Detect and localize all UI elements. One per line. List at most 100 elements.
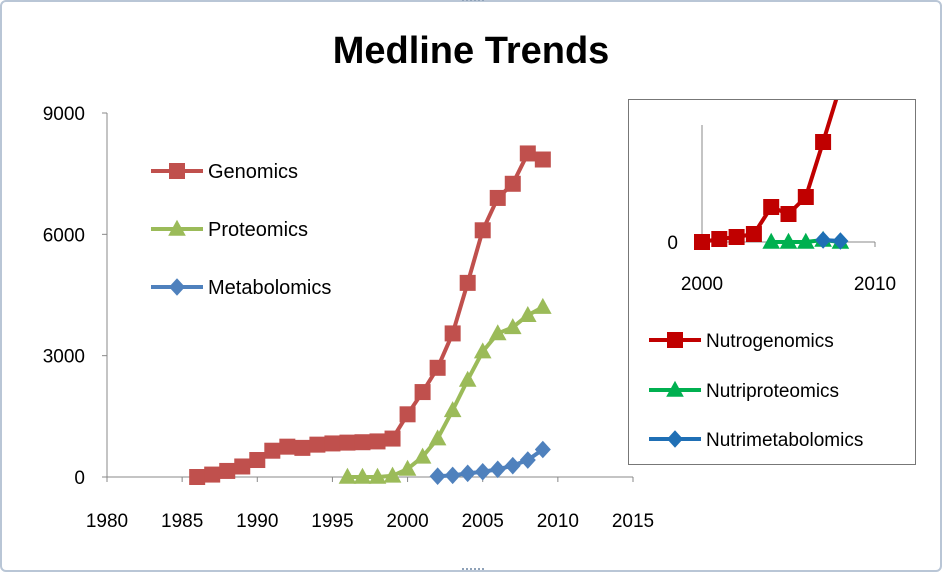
data-point-genomics [339,434,356,451]
inset-data-point-nutrogenomics [797,189,814,205]
inset-series-nutrimetabolomics [815,231,849,250]
data-point-genomics [204,466,221,483]
data-point-proteomics [488,324,507,341]
data-point-metabolomics [459,464,476,483]
data-point-proteomics [413,447,432,464]
data-point-proteomics [473,342,492,359]
inset-y-tick-label: 0 [667,233,678,254]
data-point-proteomics [353,467,372,484]
inset-legend-label: Nutriproteomics [706,381,839,402]
inset-series-nutrogenomics [694,100,839,250]
data-point-proteomics [443,401,462,418]
inset-data-point-nutrogenomics [745,226,762,242]
x-tick-label: 1995 [311,511,353,532]
x-tick-label: 2010 [537,511,579,532]
y-tick-label: 9000 [43,104,85,125]
data-point-genomics [324,435,341,452]
legend-item-metabolomics: Metabolomics [151,277,331,299]
data-point-metabolomics [504,456,521,475]
inset-data-point-nutriproteomics [797,232,815,249]
legend-swatch-marker [168,219,186,236]
inset-chart-box: 0 2000 2010 Nutrogenomics Nutriproteomics Nu… [628,99,916,465]
data-point-genomics [219,462,236,479]
inset-legend: Nutrogenomics Nutriproteomics Nutrimetabol… [649,331,863,451]
inset-data-point-nutrogenomics [780,206,797,222]
data-point-metabolomics [429,467,446,485]
inset-data-point-nutrogenomics [763,199,780,215]
inset-data-point-nutrogenomics [694,234,710,250]
data-point-genomics [234,458,251,475]
legend-label: Metabolomics [208,277,331,299]
inset-series-line-nutrogenomics [701,100,839,244]
main-axes: 0 3000 6000 9000 1980 1985 1990 1995 2000 2005 201… [43,104,654,532]
inset-x-tick-label: 2010 [854,274,896,295]
data-point-genomics [309,436,326,453]
data-point-metabolomics [519,451,536,469]
y-tick-label: 0 [74,468,85,489]
inset-x-tick-label: 2000 [681,274,723,295]
inset-data-point-nutriproteomics [779,232,798,249]
inset-data-point-nutriproteomics [762,232,780,249]
data-point-proteomics [458,370,477,387]
inset-data-point-nutrimetabolomics [815,231,832,249]
series-proteomics [338,297,552,484]
data-point-genomics [414,384,431,401]
inset-legend-item-nutrogenomics: Nutrogenomics [649,331,834,352]
x-tick-label: 1980 [86,511,128,532]
data-point-metabolomics [474,462,491,481]
inset-legend-label: Nutrimetabolomics [706,430,863,451]
x-tick-label: 1990 [236,511,278,532]
data-point-genomics [504,175,521,192]
data-point-genomics [264,442,281,459]
data-point-genomics [429,359,446,376]
inset-data-point-nutrogenomics [815,134,832,150]
data-point-genomics [474,222,491,239]
data-point-genomics [384,430,401,447]
legend-label: Proteomics [208,219,308,241]
x-tick-label: 2000 [386,511,428,532]
data-point-genomics [249,452,266,469]
legend-item-proteomics: Proteomics [151,219,308,241]
legend-item-genomics: Genomics [151,161,298,183]
data-point-proteomics [383,466,402,483]
data-point-genomics [399,406,416,423]
data-point-proteomics [368,467,387,484]
inset-legend-item-nutriproteomics: Nutriproteomics [649,380,839,402]
data-point-genomics [489,189,506,206]
data-point-genomics [459,274,476,291]
data-point-genomics [279,438,296,455]
inset-legend-label: Nutrogenomics [706,331,834,352]
data-point-proteomics [503,318,522,335]
resize-handle-bottom[interactable] [462,568,484,574]
y-tick-label: 6000 [43,225,85,246]
y-tick-label: 3000 [43,347,85,368]
data-point-proteomics [534,297,552,314]
data-point-metabolomics [444,466,461,485]
data-point-proteomics [519,306,537,323]
data-point-metabolomics [489,460,506,479]
chart-title: Medline Trends [332,30,610,72]
main-legend: Genomics Proteomics Metabolomics [151,161,331,299]
inset-legend-swatch-marker [667,332,683,348]
data-point-proteomics [428,429,447,446]
inset-legend-item-nutrimetabolomics: Nutrimetabolomics [649,430,863,451]
resize-handle-top[interactable] [462,0,484,5]
inset-legend-swatch-marker [667,430,683,448]
data-point-genomics [354,434,371,451]
data-point-proteomics [338,467,357,484]
data-point-proteomics [398,459,417,476]
inset-data-point-nutrimetabolomics [832,232,849,250]
legend-label: Genomics [208,161,298,183]
x-tick-label: 1985 [161,511,203,532]
data-point-genomics [534,151,551,168]
legend-swatch-marker [169,163,185,179]
data-point-metabolomics [534,440,551,459]
inset-series-layer [694,100,850,250]
series-metabolomics [429,440,551,485]
legend-swatch-marker [169,278,185,296]
data-point-genomics [519,145,536,162]
inset-data-point-nutrogenomics [728,229,745,245]
series-genomics [189,145,551,485]
